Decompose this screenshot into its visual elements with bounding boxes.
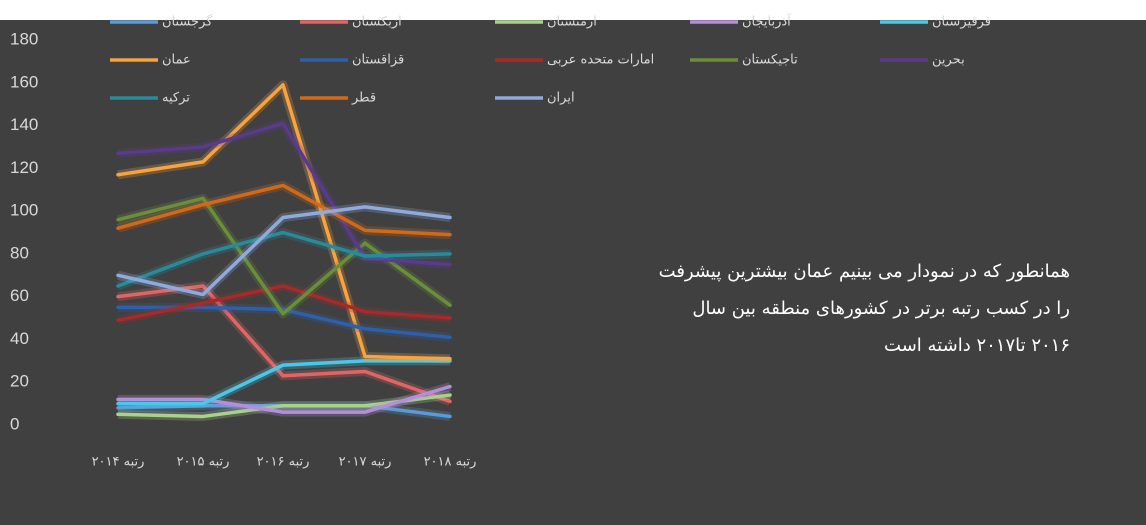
annotation: همانطور که در نمودار می بینیم عمان بیشتر…	[659, 261, 1070, 282]
series-line	[116, 83, 452, 361]
series-line	[116, 284, 452, 322]
legend-label: بحرین	[932, 53, 965, 68]
series-line	[116, 359, 452, 406]
series-line	[116, 183, 452, 237]
legend-label: قزاقستان	[352, 53, 404, 68]
series-line	[116, 230, 452, 288]
y-tick-label: 60	[10, 286, 29, 305]
y-tick-label: 180	[10, 29, 38, 48]
legend-label: ازبکستان	[352, 15, 402, 30]
x-tick-label: رتبه ۲۰۱۷	[339, 455, 392, 470]
legend-label: قرقیزستان	[932, 15, 991, 30]
series-line	[116, 121, 452, 267]
legend-label: ایران	[547, 91, 575, 106]
y-tick-label: 140	[10, 115, 38, 134]
y-tick-label: 160	[10, 72, 38, 91]
legend-label: قطر	[351, 91, 376, 106]
series-line	[116, 205, 452, 297]
x-tick-label: رتبه ۲۰۱۴	[92, 455, 145, 470]
annotation: را در کسب رتبه برتر در کشورهای منطقه بین…	[692, 298, 1070, 319]
x-tick-label: رتبه ۲۰۱۶	[257, 455, 310, 470]
legend-label: عمان	[162, 53, 191, 68]
x-tick-label: رتبه ۲۰۱۵	[177, 455, 230, 470]
y-tick-label: 100	[10, 201, 38, 220]
x-tick-label: رتبه ۲۰۱۸	[424, 455, 477, 470]
y-tick-label: 20	[10, 372, 29, 391]
legend-label: امارات متحده عربی	[547, 53, 654, 68]
legend-label: تاجیکستان	[742, 53, 798, 68]
legend-label: آذربایجان	[742, 13, 792, 30]
annotation: ۲۰۱۶ تا۲۰۱۷ داشته است	[884, 335, 1070, 356]
y-tick-label: 120	[10, 158, 38, 177]
series-line	[116, 196, 452, 316]
legend-label: ارمنستان	[547, 15, 597, 30]
y-tick-label: 40	[10, 329, 29, 348]
y-tick-label: 80	[10, 243, 29, 262]
chart-background	[0, 20, 1146, 525]
series-line	[116, 384, 452, 414]
legend-label: ترکیه	[162, 91, 190, 106]
legend-label: گرجستان	[162, 14, 213, 30]
y-tick-label: 0	[10, 414, 19, 433]
